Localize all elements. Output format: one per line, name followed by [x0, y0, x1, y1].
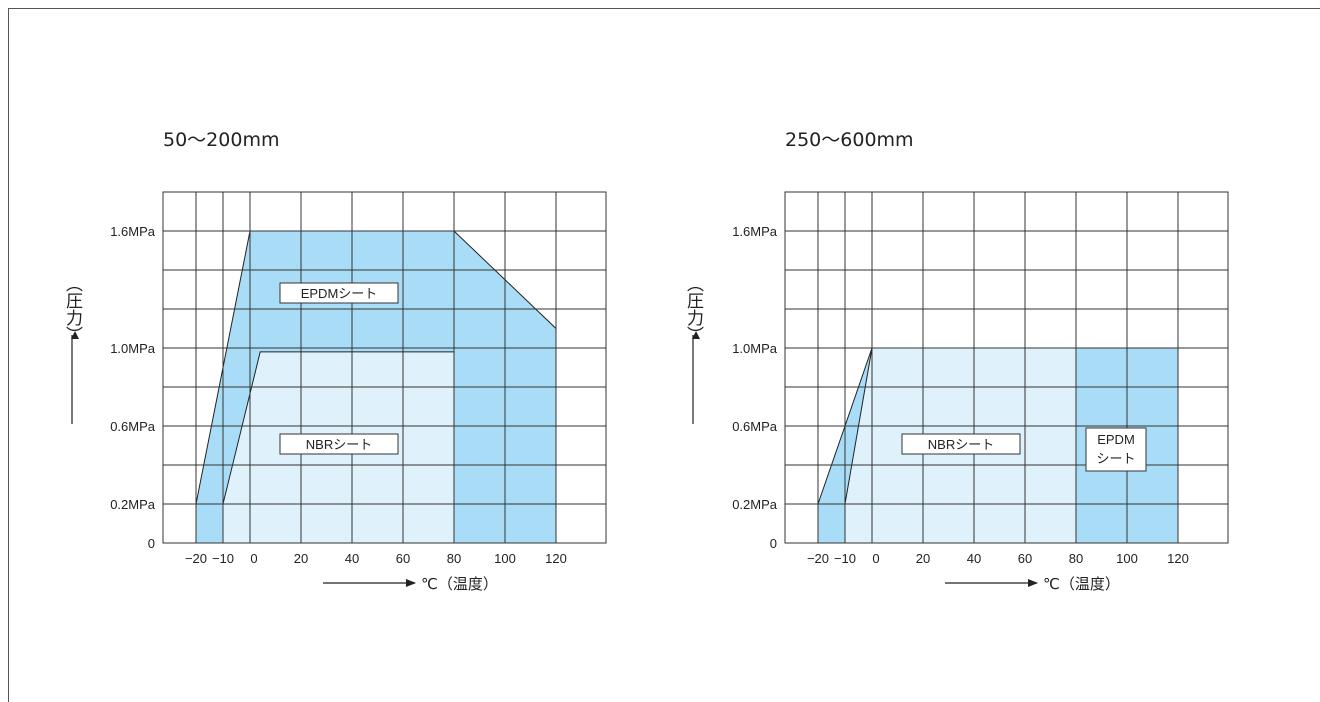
- frame-left-border: [8, 8, 9, 702]
- c1-ytick-2: 0.6MPa: [110, 419, 156, 434]
- c2-ytick-1: 0.2MPa: [732, 497, 778, 512]
- c1-xtick-5: 60: [396, 551, 410, 566]
- c2-xtick-3: 20: [916, 551, 930, 566]
- c2-xtick-7: 100: [1116, 551, 1138, 566]
- c1-ytick-0: 0: [148, 536, 155, 551]
- c1-xtick-4: 40: [345, 551, 359, 566]
- chart-2-ylabel: （圧力）: [683, 275, 704, 343]
- c2-ytick-4: 1.6MPa: [732, 224, 778, 239]
- c1-xtick-7: 100: [494, 551, 516, 566]
- chart-2-epdm-label-line1: EPDM: [1097, 432, 1135, 447]
- chart-2-y-ticks: 0 0.2MPa 0.6MPa 1.0MPa 1.6MPa: [732, 224, 778, 551]
- c1-ytick-3: 1.0MPa: [110, 341, 156, 356]
- c1-xtick-0: −20: [185, 551, 207, 566]
- c1-xtick-6: 80: [447, 551, 461, 566]
- chart-1-x-ticks: −20 −10 0 20 40 60 80 100 120: [185, 551, 567, 566]
- chart-2: 250〜600mm 0 0.2MPa 0.6MPa 1.0MPa 1.6MPa −20−…: [683, 129, 1229, 593]
- c2-xtick-8: 120: [1167, 551, 1189, 566]
- c1-xtick-8: 120: [545, 551, 567, 566]
- c2-xtick-2: 0: [872, 551, 879, 566]
- chart-1-epdm-label-box: [279, 282, 399, 304]
- c2-ytick-2: 0.6MPa: [732, 419, 778, 434]
- c1-ytick-1: 0.2MPa: [110, 497, 156, 512]
- chart-2-x-ticks: −20 −10 0 20 40 60 80 100 120: [807, 551, 1189, 566]
- c1-ytick-4: 1.6MPa: [110, 224, 156, 239]
- c1-xtick-1: −10: [212, 551, 234, 566]
- chart-1-nbr-label-box: [279, 433, 399, 455]
- c2-ytick-3: 1.0MPa: [732, 341, 778, 356]
- chart-1-y-ticks: 0 0.2MPa 0.6MPa 1.0MPa 1.6MPa: [110, 224, 156, 551]
- c1-plot-border: [162, 191, 607, 544]
- c2-xtick-1: −10: [834, 551, 856, 566]
- c1-xtick-3: 20: [294, 551, 308, 566]
- chart-1-grid: [162, 191, 607, 544]
- chart-1: 50〜200mm 0 0.2MPa 0.6MPa 1.0MPa 1.6MPa −20 −1…: [62, 129, 607, 593]
- c1-xtick-2: 0: [250, 551, 257, 566]
- chart-1-title: 50〜200mm: [163, 129, 279, 151]
- c2-xtick-0: −20: [807, 551, 829, 566]
- c2-xtick-4: 40: [967, 551, 981, 566]
- chart-1-epdm-label: EPDMシート: [301, 286, 378, 301]
- c2-plot-border: [784, 191, 1229, 544]
- chart-2-title: 250〜600mm: [785, 129, 914, 151]
- c2-xtick-6: 80: [1069, 551, 1083, 566]
- chart-2-nbr-label: NBRシート: [928, 437, 994, 452]
- chart-1-ylabel: （圧力）: [62, 275, 83, 343]
- chart-2-epdm-label-line2: シート: [1096, 451, 1135, 466]
- c2-ytick-0: 0: [770, 536, 777, 551]
- c2-xtick-5: 60: [1018, 551, 1032, 566]
- chart-1-nbr-label: NBRシート: [306, 437, 372, 452]
- chart-1-xlabel: ℃（温度）: [421, 575, 498, 593]
- chart-2-nbr-label-box: [901, 433, 1021, 455]
- chart-2-xlabel: ℃（温度）: [1043, 575, 1120, 593]
- chart-2-grid: [784, 191, 1229, 544]
- chart-2-epdm-label-box: [1085, 427, 1147, 472]
- frame-top-border: [8, 8, 1320, 9]
